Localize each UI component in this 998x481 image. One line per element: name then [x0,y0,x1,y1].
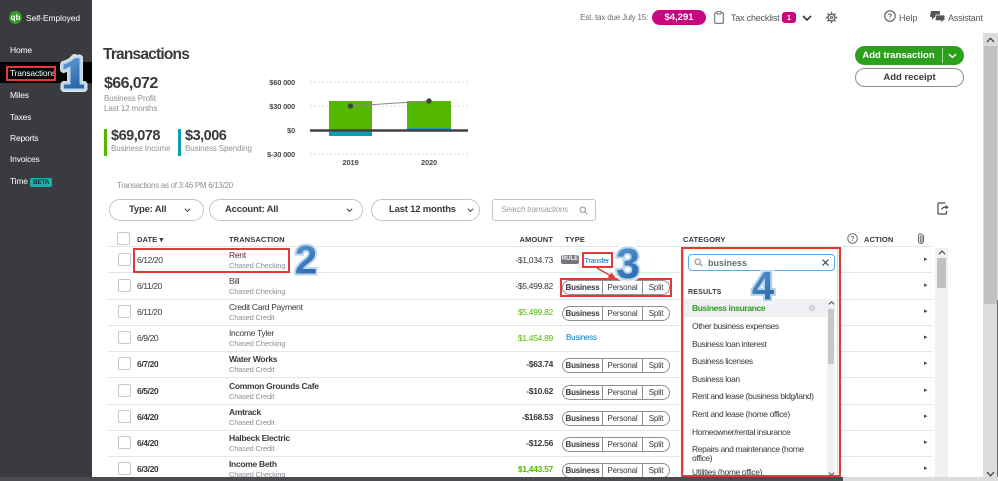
svg-text:?: ? [850,236,854,243]
svg-text:2020: 2020 [421,158,437,167]
svg-text:$30 000: $30 000 [269,102,295,111]
svg-text:2019: 2019 [343,158,359,167]
svg-text:i: i [811,306,813,312]
svg-text:?: ? [888,12,893,21]
svg-text:$-30 000: $-30 000 [267,150,295,159]
svg-text:$60 000: $60 000 [269,78,295,87]
svg-text:$0: $0 [287,126,295,135]
